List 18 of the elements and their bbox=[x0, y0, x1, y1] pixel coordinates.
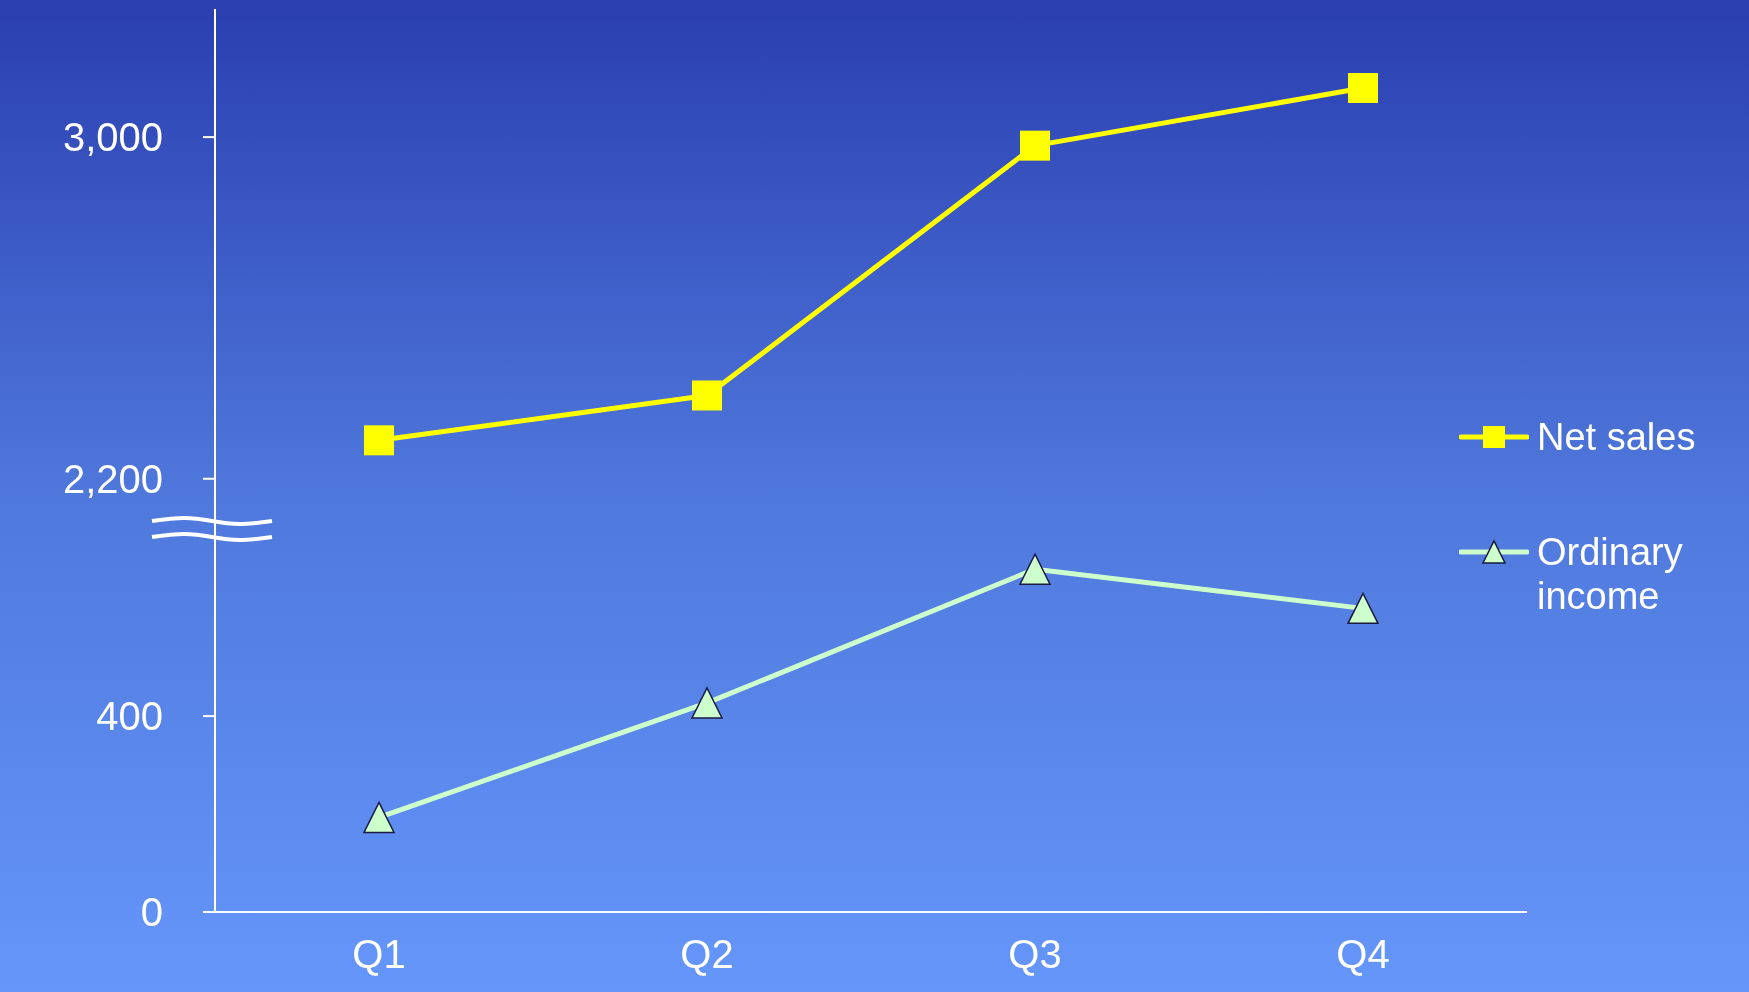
y-tick-label: 3,000 bbox=[62, 115, 163, 160]
legend-label: Ordinary income bbox=[1537, 530, 1684, 618]
x-tick-label: Q3 bbox=[1008, 932, 1062, 977]
point bbox=[1020, 130, 1050, 161]
point bbox=[1347, 592, 1379, 625]
point bbox=[364, 425, 394, 456]
x-tick-label: Q2 bbox=[680, 932, 734, 977]
point bbox=[1348, 73, 1378, 103]
point bbox=[692, 380, 722, 411]
point bbox=[691, 687, 723, 719]
y-tick-label: 0 bbox=[140, 890, 163, 935]
legend-label: Net sales bbox=[1537, 415, 1697, 459]
y-tick-label: 400 bbox=[96, 694, 163, 739]
y-tick-label: 2,200 bbox=[62, 456, 163, 501]
x-tick-label: Q4 bbox=[1336, 932, 1390, 977]
x-tick-label: Q1 bbox=[352, 932, 406, 977]
point bbox=[1019, 553, 1051, 585]
point bbox=[363, 801, 395, 834]
